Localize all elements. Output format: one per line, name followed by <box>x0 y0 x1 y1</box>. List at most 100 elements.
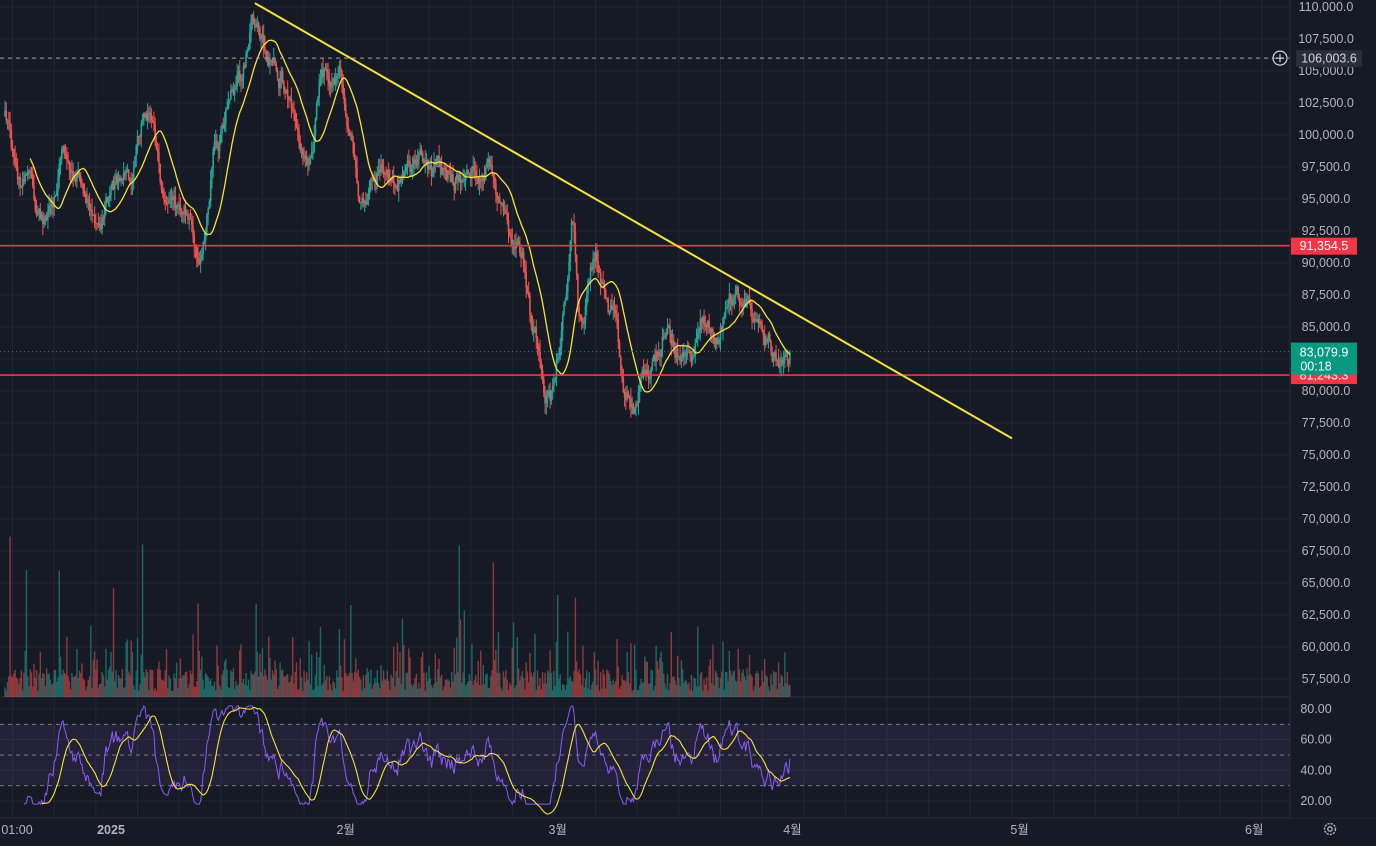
candle-body <box>539 350 541 363</box>
candle-body <box>146 114 149 121</box>
candle <box>505 205 507 215</box>
volume-bar <box>21 690 24 697</box>
candle-body <box>190 219 193 225</box>
candle <box>213 133 216 155</box>
volume-bar <box>589 689 592 697</box>
candle-body <box>249 33 251 49</box>
candle-body <box>520 253 522 258</box>
time-axis[interactable] <box>0 819 1376 846</box>
candle-body <box>271 60 274 63</box>
level-label-2: 106,003.6 <box>1301 52 1357 66</box>
candle-body <box>606 297 608 300</box>
volume-bar <box>591 684 593 697</box>
candle-body <box>310 152 313 159</box>
candle <box>145 110 148 122</box>
candle-body <box>715 337 718 345</box>
candle-body <box>565 291 568 301</box>
candle-body <box>411 163 414 169</box>
candle <box>396 177 399 192</box>
y-tick-label: 77,500.0 <box>1302 416 1351 430</box>
candle <box>262 24 265 58</box>
candle <box>174 186 177 217</box>
volume-bar <box>8 676 10 697</box>
candle <box>212 146 215 178</box>
volume-bar <box>655 645 657 697</box>
volume-bar <box>92 660 95 697</box>
candle <box>424 149 427 174</box>
volume-bar <box>463 610 466 697</box>
candle-body <box>656 351 659 353</box>
volume-bar <box>376 670 378 697</box>
candle <box>584 298 587 330</box>
candle <box>719 323 722 351</box>
volume-bar <box>651 670 654 697</box>
candle <box>319 69 322 87</box>
candle-body <box>178 204 180 206</box>
candle-body <box>524 266 526 272</box>
candle <box>667 323 670 329</box>
candle-body <box>134 156 136 168</box>
price-scale[interactable] <box>1290 0 1376 818</box>
gear-icon[interactable] <box>1323 822 1337 836</box>
candle <box>522 247 525 273</box>
volume-bar <box>221 674 223 697</box>
candle-body <box>20 186 23 188</box>
candle <box>433 152 435 178</box>
candle-body <box>24 175 26 182</box>
volume-bar <box>401 618 404 697</box>
candle <box>274 57 276 66</box>
candle-body <box>179 205 182 211</box>
candle <box>14 145 16 169</box>
candle-body <box>550 390 553 401</box>
candle-body <box>781 359 784 364</box>
volume-bar <box>179 658 182 697</box>
volume-bar <box>644 656 646 697</box>
candle-body <box>450 174 453 182</box>
candle <box>58 157 61 189</box>
volume-bar <box>498 672 501 697</box>
candle-body <box>670 333 673 346</box>
candle <box>62 144 64 154</box>
candle <box>419 142 421 156</box>
candle <box>206 212 208 237</box>
volume-bar <box>645 661 647 697</box>
volume-bar <box>310 654 313 697</box>
volume-bar <box>684 680 686 697</box>
candle <box>779 356 781 374</box>
volume-bar <box>603 674 606 697</box>
candle-body <box>669 325 671 334</box>
volume-bar <box>11 677 14 697</box>
volume-bar <box>606 669 608 697</box>
add-level-icon[interactable] <box>1272 50 1288 66</box>
candle <box>678 355 680 361</box>
volume-bar <box>478 684 481 697</box>
candle-body <box>607 299 609 313</box>
candle <box>173 187 175 211</box>
candle <box>327 62 329 91</box>
volume-bar <box>151 670 154 697</box>
candle-body <box>572 221 574 225</box>
candle-body <box>23 178 25 182</box>
volume-bar <box>675 685 678 697</box>
candle <box>601 278 603 285</box>
trendline[interactable] <box>254 2 1013 440</box>
candle <box>219 126 222 145</box>
candle-body <box>787 359 790 365</box>
candle <box>68 160 71 181</box>
volume-bar <box>777 662 780 697</box>
candle-body <box>209 180 212 202</box>
candle <box>281 67 284 84</box>
candle-body <box>444 168 447 170</box>
candle <box>635 400 637 417</box>
volume-bar <box>473 680 476 697</box>
candle-body <box>421 152 424 162</box>
volume-bar <box>68 680 71 697</box>
candle-body <box>587 280 589 296</box>
candle <box>572 220 574 226</box>
candle-body <box>127 169 130 178</box>
candle <box>137 135 140 147</box>
candle <box>344 98 347 118</box>
gear-inner <box>1327 826 1333 832</box>
